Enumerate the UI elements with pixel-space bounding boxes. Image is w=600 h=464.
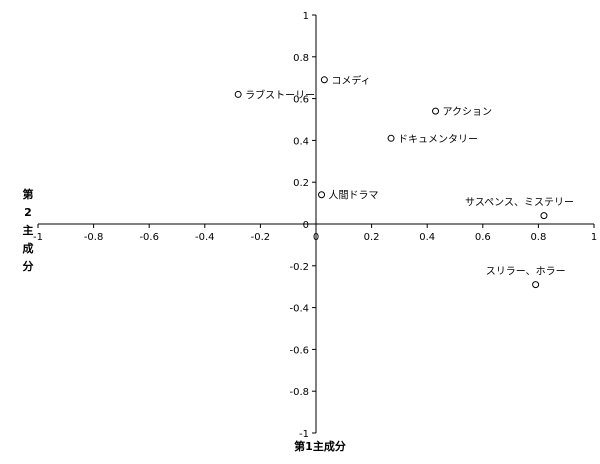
data-point	[540, 212, 548, 220]
y-ticks: 1 0.8 0.6 0.4 0.2 0 -0.2 -0.4 -0.6 -0.8 -1	[289, 11, 316, 440]
y-tick-label: 0.2	[293, 178, 309, 189]
data-point	[318, 191, 326, 199]
data-point	[387, 134, 395, 142]
y-tick-label: 1	[303, 11, 309, 22]
data-point	[532, 281, 540, 289]
x-axis-title: 第1主成分	[294, 440, 346, 453]
x-tick-label: -0.4	[195, 232, 215, 243]
data-point-label: ラブストーリー	[245, 88, 315, 101]
x-tick-label: 1	[591, 232, 597, 243]
x-tick-label: 0.4	[419, 232, 435, 243]
y-tick-label: -1	[299, 429, 309, 440]
data-point-label: スリラー、ホラー	[486, 266, 566, 278]
data-point	[320, 76, 328, 84]
x-tick-label: -0.2	[251, 232, 271, 243]
y-tick-label: 0	[303, 220, 309, 231]
y-tick-label: -0.8	[289, 387, 309, 398]
data-point-label: コメディ	[331, 74, 370, 87]
y-tick-label: -0.2	[289, 262, 309, 273]
x-tick-label: -1	[33, 232, 43, 243]
y-tick-label: 0.8	[293, 53, 309, 64]
data-point	[234, 90, 242, 98]
x-tick-label: -0.6	[139, 232, 159, 243]
data-point-label: 人間ドラマ	[329, 190, 379, 202]
data-point-label: アクション	[443, 106, 493, 118]
x-tick-label: -0.8	[84, 232, 104, 243]
y-tick-label: -0.6	[289, 345, 309, 356]
data-point	[432, 107, 440, 115]
y-tick-label: 0.6	[293, 95, 309, 106]
x-tick-label: 0	[313, 232, 319, 243]
y-tick-label: 0.4	[293, 136, 309, 147]
x-tick-label: 0.2	[364, 232, 380, 243]
data-points: ラブストーリー コメディアクションドキュメンタリー人間ドラマサスペンス、ミステリー…	[234, 74, 574, 289]
x-tick-label: 0.6	[475, 232, 491, 243]
x-tick-label: 0.8	[530, 232, 546, 243]
data-point-label: サスペンス、ミステリー	[465, 197, 574, 209]
y-tick-label: -0.4	[289, 304, 309, 315]
x-ticks: -1 -0.8 -0.6 -0.4 -0.2 0 0.2 0.4 0.6 0.8 1	[33, 224, 597, 243]
data-point-label: ドキュメンタリー	[398, 133, 478, 145]
